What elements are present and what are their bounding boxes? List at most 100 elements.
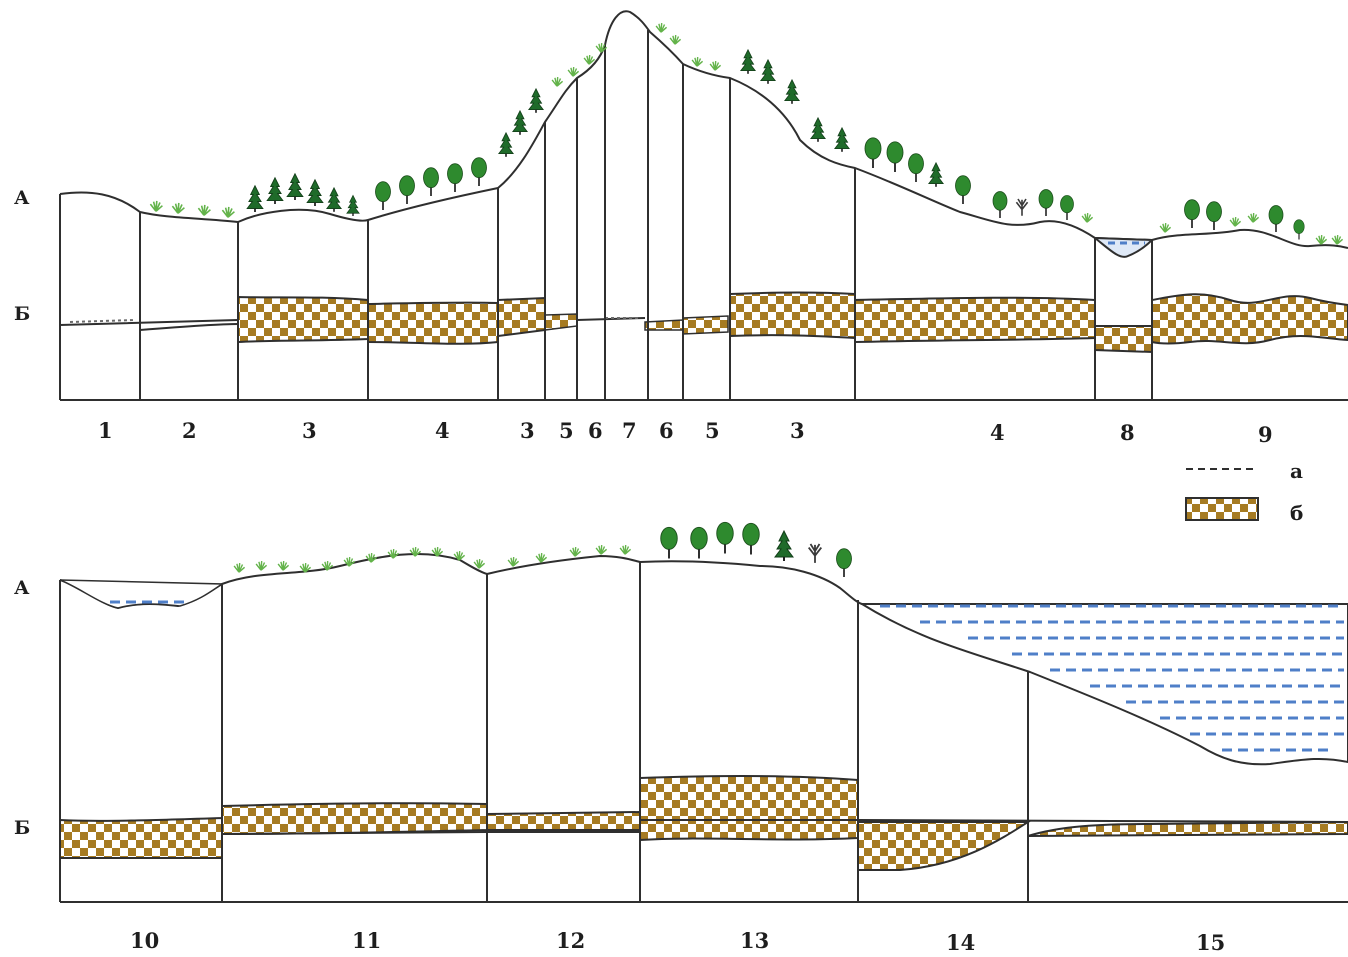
deciduous-tree-icon bbox=[865, 138, 881, 168]
deciduous-tree-icon bbox=[1039, 190, 1053, 216]
layer-segment-4b bbox=[855, 298, 1095, 342]
deciduous-tree-icon bbox=[691, 527, 708, 558]
top-row-label-a: А bbox=[14, 187, 30, 209]
zone-label: 2 bbox=[182, 418, 197, 443]
layer-segment-12 bbox=[487, 812, 640, 830]
bottom-zone-labels: 10 11 12 13 14 15 bbox=[130, 928, 1225, 955]
grass-tuft-icon bbox=[198, 205, 210, 215]
layer-segment-9 bbox=[1152, 294, 1348, 343]
grass-tuft-icon bbox=[620, 545, 631, 554]
deciduous-tree-icon bbox=[1185, 200, 1200, 228]
deciduous-tree-icon bbox=[1294, 220, 1305, 240]
grass-tuft-icon bbox=[1248, 213, 1259, 222]
conifer-tree-icon bbox=[307, 180, 323, 206]
bottom-row-label-a: А bbox=[14, 577, 30, 599]
bottom-subsurface-layers bbox=[60, 776, 1348, 870]
layer-segment-14 bbox=[858, 822, 1028, 870]
conifer-tree-icon bbox=[499, 133, 513, 157]
conifer-tree-icon bbox=[929, 163, 943, 187]
conifer-tree-icon bbox=[775, 531, 793, 561]
zone-label: 1 bbox=[98, 418, 113, 443]
zone-label: 6 bbox=[659, 418, 674, 443]
bottom-vegetation bbox=[234, 522, 851, 577]
bottom-profile: А Б bbox=[14, 522, 1348, 955]
grass-tuft-icon bbox=[1160, 223, 1171, 232]
layer-segment-5b bbox=[683, 316, 728, 334]
layer-segment-4a bbox=[368, 303, 498, 344]
layer-segment-3a bbox=[238, 297, 368, 342]
grass-tuft-icon bbox=[1316, 235, 1327, 244]
grass-tuft-icon bbox=[172, 203, 184, 213]
conifer-tree-icon bbox=[785, 80, 799, 104]
top-row-label-b: Б bbox=[14, 303, 30, 325]
conifer-tree-icon bbox=[741, 50, 755, 74]
layer-segment-10 bbox=[60, 818, 222, 858]
deciduous-tree-icon bbox=[424, 168, 439, 196]
deciduous-tree-icon bbox=[472, 158, 487, 186]
layer-segment-8 bbox=[1095, 326, 1152, 352]
zone-label: 12 bbox=[556, 928, 585, 953]
deciduous-tree-icon bbox=[717, 522, 734, 553]
grass-tuft-icon bbox=[710, 61, 721, 70]
zone-label: 7 bbox=[622, 418, 637, 443]
legend-checkered-layer-symbol bbox=[1186, 498, 1258, 520]
conifer-tree-icon bbox=[347, 195, 359, 216]
grass-tuft-icon bbox=[536, 553, 547, 562]
grass-tuft-icon bbox=[670, 35, 681, 44]
lake-water-body bbox=[862, 604, 1348, 764]
grass-tuft-icon bbox=[1082, 213, 1093, 222]
layer-segment-3c bbox=[730, 293, 855, 339]
conifer-tree-icon bbox=[761, 60, 775, 84]
layer-segment-3b bbox=[498, 298, 545, 336]
zone-label: 6 bbox=[588, 418, 603, 443]
grass-tuft-icon bbox=[150, 201, 162, 211]
deciduous-tree-icon bbox=[448, 164, 463, 192]
conifer-tree-icon bbox=[513, 111, 527, 135]
deciduous-tree-icon bbox=[1061, 195, 1074, 220]
bottom-row-label-b: Б bbox=[14, 817, 30, 839]
conifer-tree-icon bbox=[267, 178, 283, 204]
zone-label: 4 bbox=[435, 418, 450, 443]
conifer-tree-icon bbox=[529, 89, 543, 113]
grass-tuft-icon bbox=[474, 559, 485, 568]
grass-tuft-icon bbox=[596, 545, 607, 554]
deciduous-tree-icon bbox=[1269, 206, 1283, 232]
grass-tuft-icon bbox=[1332, 235, 1343, 244]
grass-tuft-icon bbox=[584, 55, 595, 64]
grass-tuft-icon bbox=[692, 57, 703, 66]
conifer-tree-icon bbox=[247, 186, 263, 212]
grass-tuft-icon bbox=[508, 557, 518, 566]
grass-tuft-icon bbox=[222, 207, 234, 217]
zone-label: 3 bbox=[302, 418, 317, 443]
layer-segment-15 bbox=[1028, 822, 1348, 836]
grass-tuft-icon bbox=[278, 561, 289, 570]
conifer-tree-icon bbox=[287, 174, 303, 200]
deciduous-tree-icon bbox=[400, 176, 415, 204]
grass-tuft-icon bbox=[552, 77, 563, 86]
zone-label: 14 bbox=[946, 930, 975, 955]
deciduous-tree-icon bbox=[956, 176, 971, 204]
zone-label: 10 bbox=[130, 928, 159, 953]
deciduous-tree-icon bbox=[887, 142, 903, 172]
top-zone-labels: 1 2 3 4 3 5 6 7 6 5 3 4 8 9 bbox=[98, 418, 1273, 447]
zone-label: 5 bbox=[559, 418, 574, 443]
layer-segment-6b bbox=[645, 320, 683, 330]
deciduous-tree-icon bbox=[909, 154, 924, 182]
conifer-tree-icon bbox=[327, 188, 341, 212]
conifer-tree-icon bbox=[835, 128, 849, 152]
deciduous-tree-icon bbox=[1207, 202, 1222, 230]
zone-label: 5 bbox=[705, 418, 720, 443]
top-subsurface-layers bbox=[60, 293, 1348, 353]
grass-tuft-icon bbox=[570, 547, 581, 556]
deciduous-tree-icon bbox=[837, 549, 852, 577]
zone-label: 9 bbox=[1258, 422, 1273, 447]
top-zone-boundaries bbox=[60, 30, 1348, 400]
deciduous-tree-icon bbox=[743, 523, 760, 554]
layer-segment-11 bbox=[222, 803, 487, 834]
grass-tuft-icon bbox=[656, 23, 667, 32]
grass-tuft-icon bbox=[234, 563, 245, 572]
dry-shrub-icon bbox=[1016, 199, 1027, 216]
deciduous-tree-icon bbox=[661, 527, 678, 558]
top-vegetation bbox=[150, 23, 1342, 244]
grass-tuft-icon bbox=[568, 67, 579, 76]
